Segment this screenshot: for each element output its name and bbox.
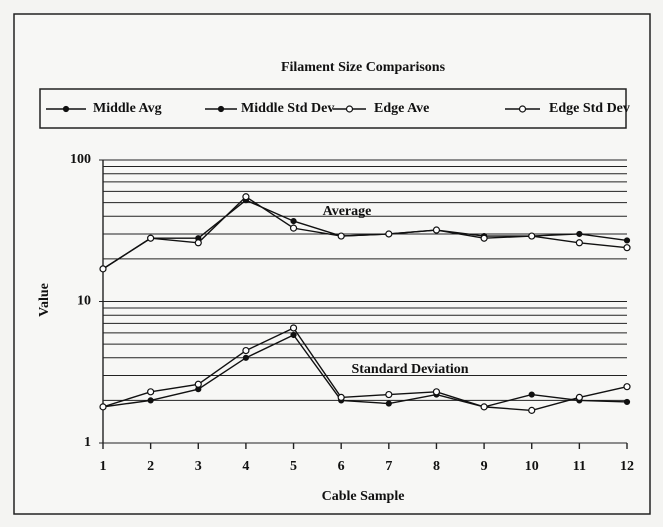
y-tick-label: 1 xyxy=(84,435,91,450)
marker xyxy=(432,388,441,396)
series-line xyxy=(102,334,628,408)
marker xyxy=(99,403,107,411)
marker xyxy=(623,383,631,391)
marker xyxy=(432,226,441,234)
marker xyxy=(337,393,345,402)
marker xyxy=(194,239,202,247)
marker xyxy=(194,380,202,388)
y-axis-label: Value xyxy=(37,283,52,317)
marker xyxy=(518,105,527,113)
marker xyxy=(623,237,631,244)
y-tick-label: 100 xyxy=(70,152,91,167)
y-tick-label: 10 xyxy=(77,294,91,309)
legend-label: Middle Avg xyxy=(93,101,162,116)
marker xyxy=(345,105,354,113)
x-tick-label: 7 xyxy=(385,459,392,474)
marker xyxy=(147,234,155,242)
marker xyxy=(385,400,392,407)
x-tick-label: 3 xyxy=(195,459,202,474)
legend-label: Edge Std Dev xyxy=(549,101,630,116)
marker xyxy=(576,230,583,238)
marker xyxy=(289,324,298,332)
marker xyxy=(575,239,583,247)
legend-label: Edge Ave xyxy=(374,101,429,116)
x-tick-label: 9 xyxy=(481,459,488,474)
marker xyxy=(242,354,250,361)
marker xyxy=(575,393,583,402)
series-line xyxy=(102,195,628,270)
chart-title: Filament Size Comparisons xyxy=(281,60,446,75)
x-tick-label: 6 xyxy=(338,459,345,474)
marker xyxy=(480,403,488,411)
marker xyxy=(217,105,225,113)
x-axis-label: Cable Sample xyxy=(322,489,405,504)
x-tick-label: 12 xyxy=(620,459,634,474)
x-tick-label: 11 xyxy=(573,459,586,474)
frame xyxy=(13,13,651,515)
marker xyxy=(528,391,535,398)
marker xyxy=(385,230,393,238)
marker xyxy=(528,232,536,240)
annotation: Average xyxy=(323,204,372,219)
marker xyxy=(290,217,297,225)
marker xyxy=(242,193,250,201)
marker xyxy=(385,390,393,399)
marker xyxy=(242,346,250,355)
marker xyxy=(337,232,345,240)
marker xyxy=(147,397,154,404)
series-line xyxy=(102,327,628,412)
x-tick-label: 4 xyxy=(242,459,249,474)
marker xyxy=(289,224,298,232)
marker xyxy=(528,406,536,414)
marker xyxy=(480,234,488,242)
marker xyxy=(62,105,70,113)
x-tick-label: 8 xyxy=(433,459,440,474)
legend-box xyxy=(39,88,627,129)
x-tick-label: 5 xyxy=(290,459,297,474)
marker xyxy=(290,331,297,339)
marker xyxy=(623,244,631,252)
marker xyxy=(623,398,631,406)
marker xyxy=(99,265,107,273)
x-tick-label: 1 xyxy=(100,459,107,474)
x-tick-label: 10 xyxy=(525,459,539,474)
annotation: Standard Deviation xyxy=(351,362,468,377)
x-tick-label: 2 xyxy=(147,459,154,474)
marker xyxy=(147,388,155,396)
legend-label: Middle Std Dev xyxy=(241,101,334,116)
